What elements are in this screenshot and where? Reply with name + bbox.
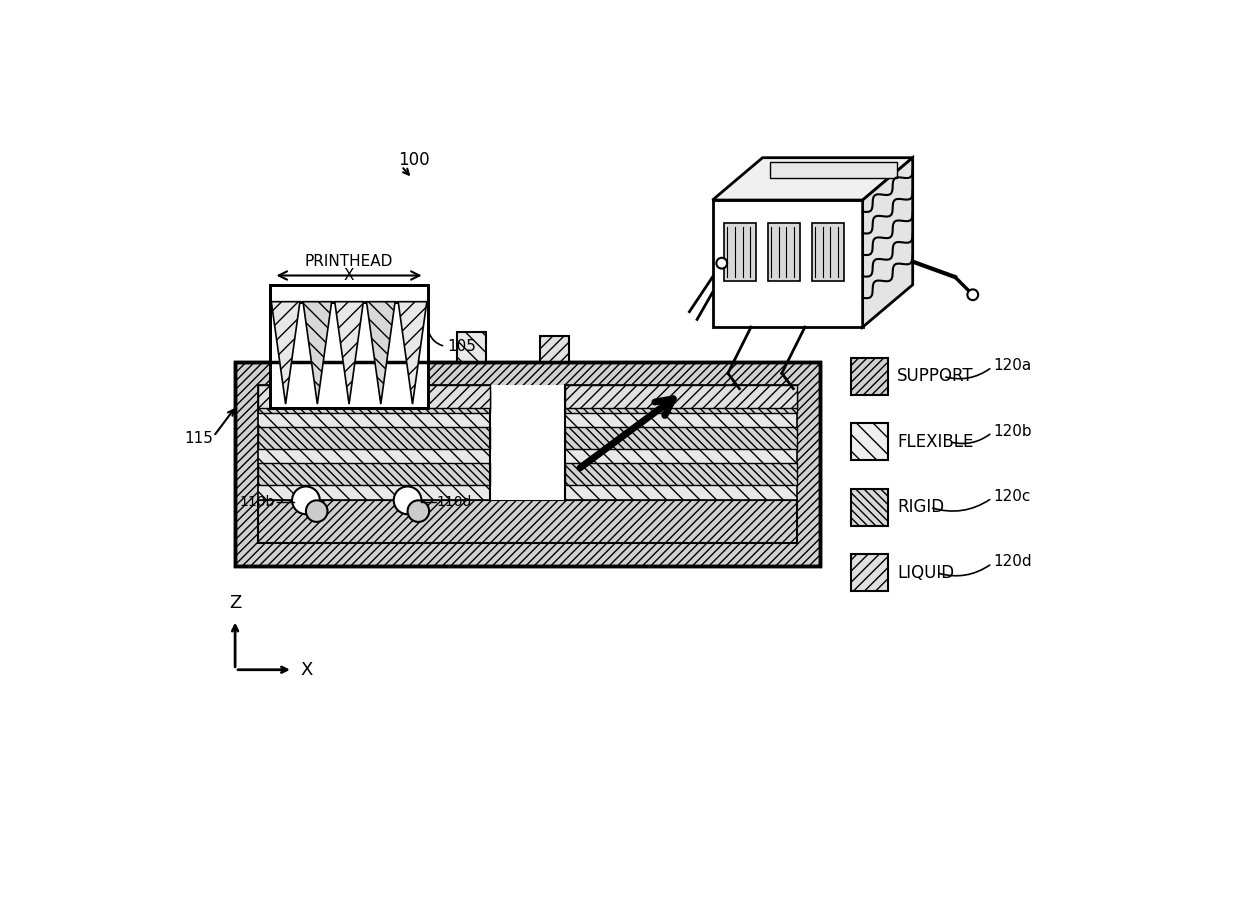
Bar [270, 284, 428, 301]
Bar [851, 489, 888, 526]
Bar [565, 391, 797, 413]
Polygon shape [303, 301, 331, 404]
Bar [541, 336, 569, 361]
Bar [565, 427, 797, 448]
Text: LIQUID: LIQUID [898, 563, 955, 582]
Bar [258, 385, 490, 408]
Circle shape [408, 501, 429, 522]
Bar [258, 385, 490, 501]
Polygon shape [863, 158, 913, 327]
Bar [456, 333, 486, 361]
Bar [236, 361, 821, 566]
Bar [851, 358, 888, 395]
Text: X: X [300, 661, 312, 679]
Text: X: X [343, 268, 355, 283]
Circle shape [306, 501, 327, 522]
Text: 100: 100 [398, 151, 430, 169]
Bar [270, 284, 428, 408]
Bar [565, 464, 797, 485]
Text: RIGID: RIGID [898, 498, 945, 517]
Circle shape [293, 486, 320, 514]
Bar [565, 385, 797, 408]
Text: 115: 115 [185, 431, 213, 446]
Text: Z: Z [229, 594, 242, 612]
Bar [258, 501, 797, 543]
Bar [713, 200, 863, 327]
Bar [812, 223, 844, 281]
Polygon shape [367, 301, 396, 404]
Bar [258, 464, 490, 485]
Bar [768, 223, 800, 281]
Bar [270, 301, 428, 408]
Bar [490, 385, 565, 501]
Text: FLEXIBLE: FLEXIBLE [898, 433, 973, 451]
Polygon shape [713, 158, 913, 200]
Text: 105: 105 [448, 339, 476, 353]
Bar [565, 385, 797, 501]
Bar [258, 391, 490, 413]
Polygon shape [335, 301, 363, 404]
Polygon shape [398, 301, 427, 404]
Bar [851, 554, 888, 591]
Text: PRINTHEAD: PRINTHEAD [305, 254, 393, 269]
Bar [236, 361, 821, 566]
Bar [724, 223, 756, 281]
Bar [851, 423, 888, 460]
Text: 120d: 120d [993, 554, 1032, 570]
Text: 120b: 120b [993, 423, 1032, 439]
Text: 110b: 110b [239, 495, 275, 509]
Circle shape [717, 257, 727, 268]
Text: 110d: 110d [436, 495, 472, 509]
Text: 120a: 120a [993, 358, 1032, 373]
Text: SUPPORT: SUPPORT [898, 368, 973, 386]
Circle shape [394, 486, 422, 514]
Circle shape [967, 290, 978, 300]
Bar [258, 427, 490, 448]
Bar [770, 161, 898, 179]
Text: 120c: 120c [993, 489, 1030, 504]
Polygon shape [272, 301, 300, 404]
